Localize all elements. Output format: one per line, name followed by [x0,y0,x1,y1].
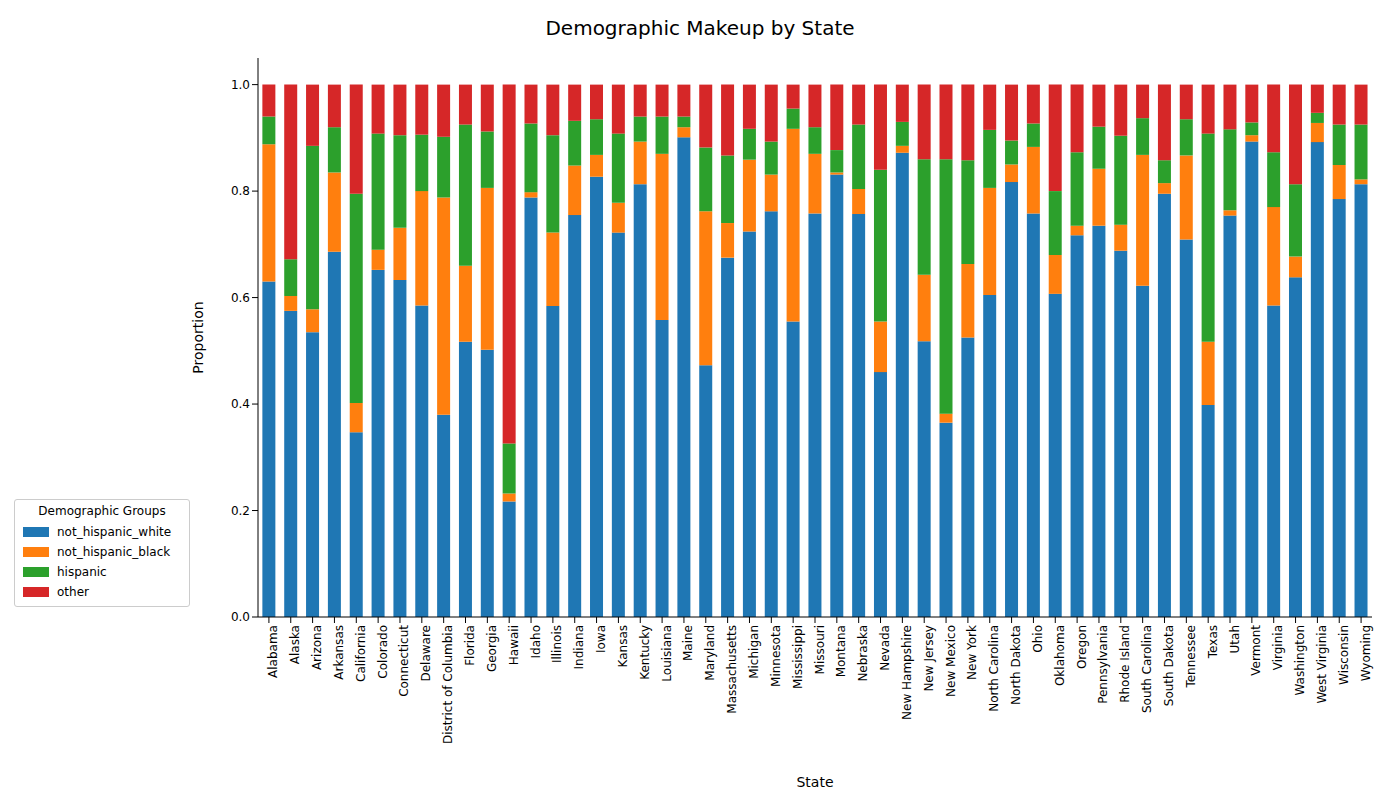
svg-text:0.4: 0.4 [231,397,250,411]
svg-text:Mississippi: Mississippi [791,625,805,689]
svg-text:Minnesota: Minnesota [769,625,783,687]
svg-text:State: State [796,774,833,790]
svg-text:Wyoming: Wyoming [1359,625,1373,681]
svg-text:Arizona: Arizona [310,625,324,670]
svg-text:0.6: 0.6 [231,291,250,305]
svg-text:0.0: 0.0 [231,610,250,624]
svg-text:Iowa: Iowa [594,625,608,653]
svg-text:Utah: Utah [1228,625,1242,653]
svg-text:New Mexico: New Mexico [944,625,958,697]
svg-text:District of Columbia: District of Columbia [441,625,455,744]
svg-text:Hawaii: Hawaii [507,625,521,665]
svg-text:Georgia: Georgia [485,625,499,672]
html-text:Demographic Groups: Demographic Groups [38,504,166,518]
svg-text:Tennessee: Tennessee [1184,625,1198,689]
svg-text:Idaho: Idaho [529,625,543,658]
svg-text:0.2: 0.2 [231,504,250,518]
svg-text:Vermont: Vermont [1249,625,1263,676]
svg-text:Connecticut: Connecticut [398,625,412,697]
html-text:hispanic: hispanic [57,565,107,579]
svg-text:Kentucky: Kentucky [638,625,652,680]
svg-text:South Carolina: South Carolina [1140,625,1154,713]
svg-text:Louisiana: Louisiana [660,625,674,682]
svg-text:New York: New York [965,625,979,680]
svg-text:Maryland: Maryland [703,625,717,681]
svg-text:North Carolina: North Carolina [987,625,1001,712]
svg-text:Missouri: Missouri [813,625,827,674]
svg-text:Florida: Florida [463,625,477,666]
svg-text:Kansas: Kansas [616,625,630,667]
svg-text:Ohio: Ohio [1031,625,1045,653]
svg-text:0.8: 0.8 [231,184,250,198]
svg-text:Wisconsin: Wisconsin [1337,625,1351,685]
svg-text:Alaska: Alaska [288,625,302,664]
html-text:not_hispanic_white: not_hispanic_white [57,525,172,539]
svg-text:Illinois: Illinois [550,625,564,663]
svg-text:New Hampshire: New Hampshire [900,625,914,720]
svg-text:Oregon: Oregon [1075,625,1089,669]
svg-text:Washington: Washington [1293,625,1307,696]
svg-text:Proportion: Proportion [190,301,206,373]
svg-text:West Virginia: West Virginia [1315,625,1329,704]
svg-text:Arkansas: Arkansas [332,625,346,680]
svg-text:South Dakota: South Dakota [1162,625,1176,706]
svg-text:1.0: 1.0 [231,78,250,92]
svg-text:Nebraska: Nebraska [856,625,870,682]
html-text:Demographic Makeup by State: Demographic Makeup by State [545,16,855,40]
svg-text:Maine: Maine [681,625,695,661]
svg-text:Rhode Island: Rhode Island [1118,625,1132,703]
svg-text:Colorado: Colorado [376,625,390,679]
svg-text:Nevada: Nevada [878,625,892,671]
svg-text:Alabama: Alabama [266,625,280,678]
svg-text:Massachusetts: Massachusetts [725,625,739,714]
svg-text:Montana: Montana [834,625,848,677]
svg-text:Virginia: Virginia [1271,625,1285,670]
html-text:not_hispanic_black: not_hispanic_black [57,545,171,559]
svg-text:Michigan: Michigan [747,625,761,679]
svg-text:Texas: Texas [1206,625,1220,659]
html-text:other: other [57,585,89,599]
svg-text:Delaware: Delaware [419,625,433,682]
svg-text:New Jersey: New Jersey [922,625,936,692]
svg-text:California: California [354,625,368,682]
svg-text:Indiana: Indiana [572,625,586,669]
svg-text:North Dakota: North Dakota [1009,625,1023,705]
svg-text:Pennsylvania: Pennsylvania [1096,625,1110,704]
svg-text:Oklahoma: Oklahoma [1053,625,1067,686]
